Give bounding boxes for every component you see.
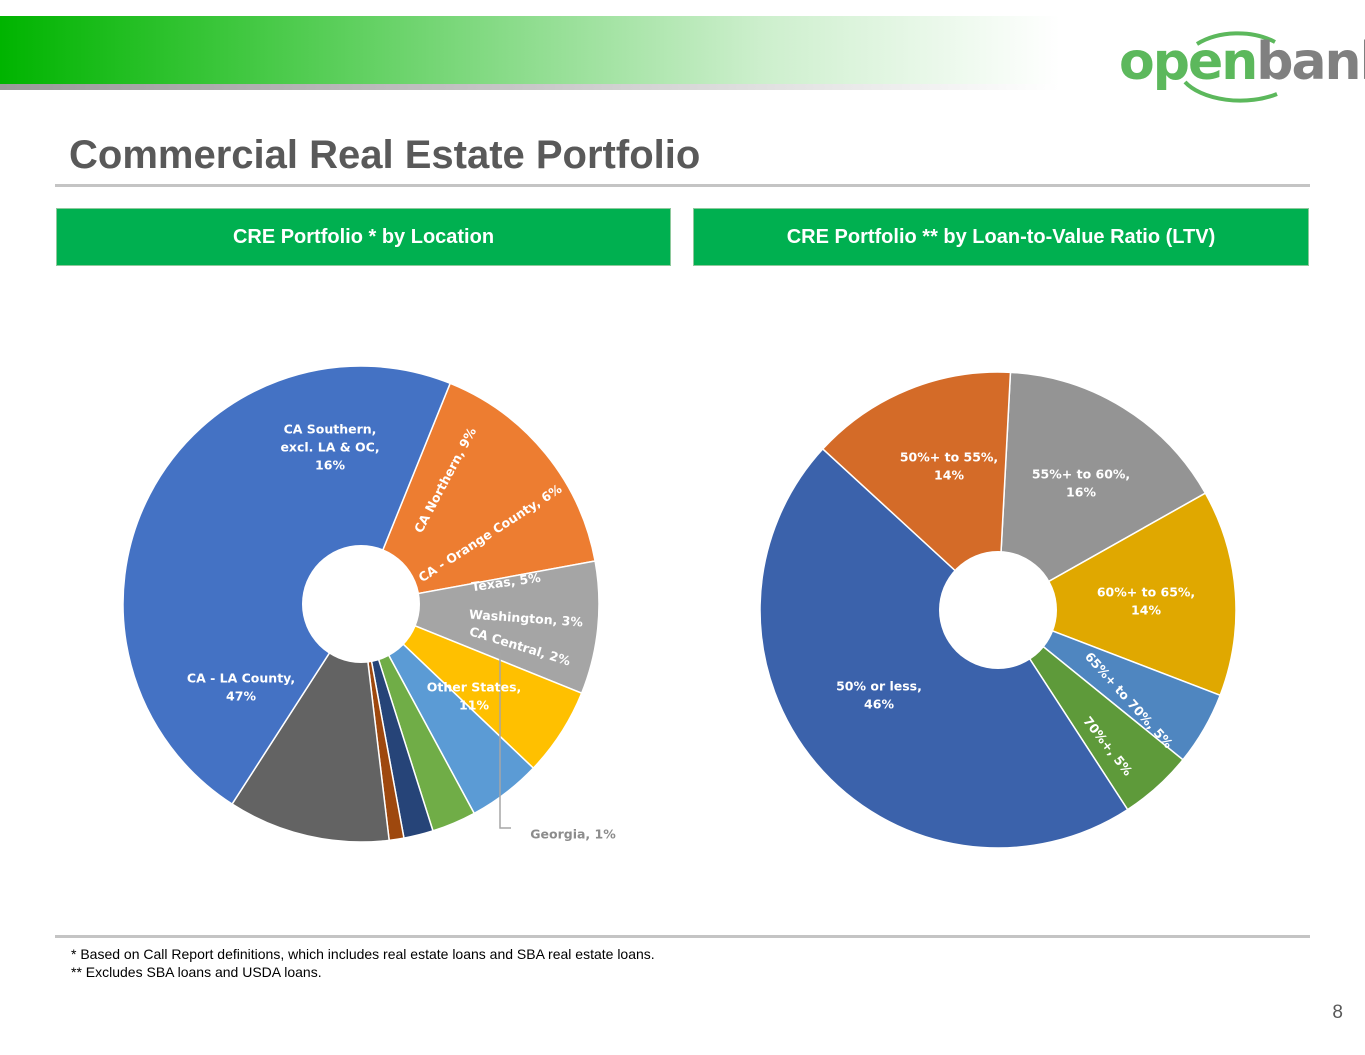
logo-arc-icon	[1183, 31, 1278, 103]
page-number: 8	[1332, 1002, 1343, 1023]
ltv-slice-50-to-55	[821, 371, 1012, 612]
location-pie-chart: CA Southern, excl. LA & OC, 16% CA Northern…	[122, 365, 616, 843]
footnotes: * Based on Call Report definitions, whic…	[71, 945, 655, 981]
page-title: Commercial Real Estate Portfolio	[69, 133, 701, 177]
title-divider	[55, 184, 1310, 187]
ltv-chart-header: CRE Portfolio ** by Loan-to-Value Ratio …	[693, 208, 1309, 266]
location-chart-header: CRE Portfolio * by Location	[56, 208, 671, 266]
ltv-label-50-or-less: 50% or less, 46%	[836, 679, 922, 712]
header-banner	[0, 16, 1060, 84]
ltv-pie-chart: 55%+ to 60%, 16%60%+ to 65%, 14%65%+ to 70…	[759, 371, 1237, 849]
footnote-divider	[55, 935, 1310, 938]
logo-open-text: open	[1119, 32, 1258, 92]
ltv-slice-55-to-60	[997, 371, 1207, 612]
ltv-label-50-to-55: 50%+ to 55%, 14%	[900, 450, 998, 483]
location-slice-other-states	[231, 601, 391, 843]
ltv-label-60-to-65: 60%+ to 65%, 14%	[1097, 585, 1195, 618]
location-label-ca-southern-excl-la-oc: CA Southern, excl. LA & OC, 16%	[280, 422, 379, 473]
location-label-other-states: Other States, 11%	[427, 680, 522, 713]
location-slice-ca-northern	[358, 560, 600, 695]
location-slice-ca-southern-excl-la-oc	[359, 382, 596, 605]
location-label-ca-la-county: CA - LA County, 47%	[187, 671, 295, 704]
footnote-2: ** Excludes SBA loans and USDA loans.	[71, 964, 322, 980]
location-label-georgia: Georgia, 1%	[530, 827, 616, 842]
openbank-logo: openbank	[1105, 14, 1365, 114]
location-donut-hole	[302, 545, 420, 663]
location-georgia-leader-line	[499, 652, 511, 829]
ltv-slice-50-or-less	[759, 447, 1129, 849]
logo-wordmark: openbank	[1119, 36, 1365, 88]
ltv-donut-hole	[939, 551, 1057, 669]
ltv-label-55-to-60: 55%+ to 60%, 16%	[1032, 467, 1130, 500]
header-banner-shadow	[0, 84, 1060, 90]
location-slice-ca-la-county	[122, 365, 452, 806]
footnote-1: * Based on Call Report definitions, whic…	[71, 946, 655, 962]
logo-bank-text: bank	[1256, 32, 1365, 92]
ltv-slice-60-to-65	[996, 492, 1237, 697]
